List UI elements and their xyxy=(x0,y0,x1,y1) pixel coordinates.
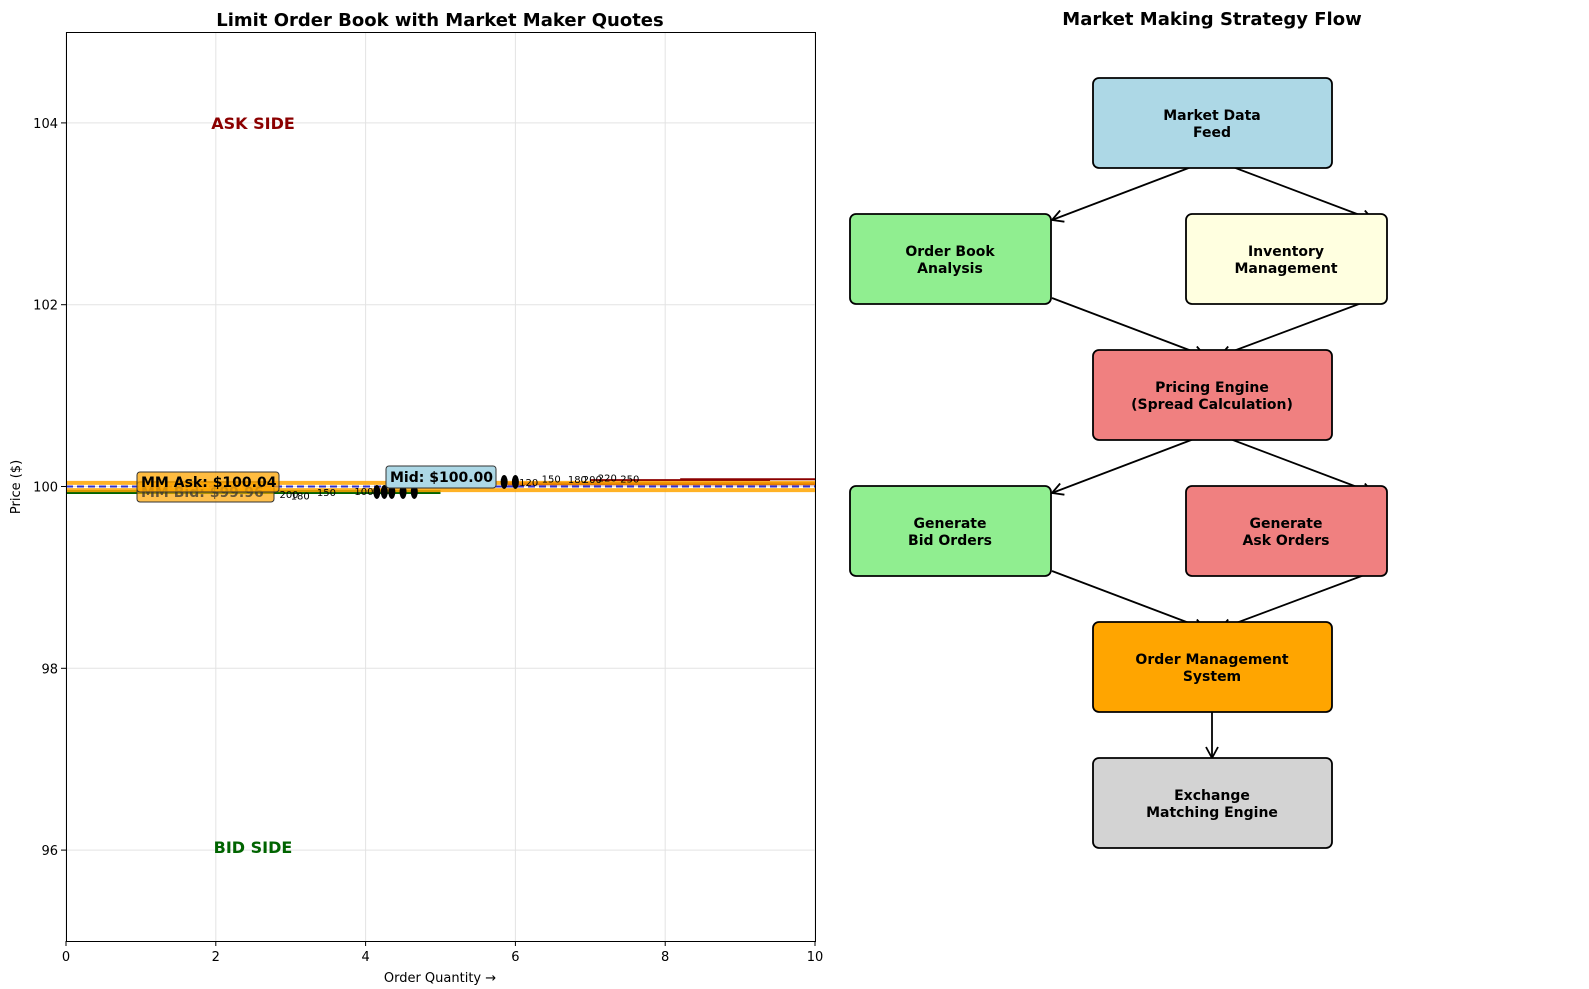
ask-order-marker xyxy=(500,474,508,489)
svg-text:Market Data: Market Data xyxy=(1163,108,1261,124)
ask-quantity-label: 250 xyxy=(620,474,639,485)
svg-text:Order Management: Order Management xyxy=(1135,652,1288,668)
flow-box-order-book-analysis: Order Book Analysis xyxy=(849,213,1052,305)
bid-quantity-label: 150 xyxy=(317,488,336,499)
flow-box-market-data-feed: Market Data Feed xyxy=(1092,77,1333,169)
flow-arrows xyxy=(1050,160,1376,760)
bid-quantity-label: 100 xyxy=(354,487,373,498)
svg-text:Matching Engine: Matching Engine xyxy=(1146,805,1278,821)
x-tick-label: 0 xyxy=(62,950,70,965)
svg-text:Management: Management xyxy=(1234,261,1337,277)
x-tick-label: 8 xyxy=(661,950,669,965)
axis-ticks: 0 2 4 6 8 10 96 98 100 102 104 xyxy=(33,117,823,965)
ask-quantity-label: 120 xyxy=(519,478,538,489)
svg-text:Generate: Generate xyxy=(1250,516,1323,532)
arrow-bid-to-oms xyxy=(1051,570,1207,632)
y-axis-label: Price ($) xyxy=(9,460,24,514)
x-axis-label: Order Quantity → xyxy=(384,971,496,986)
arrow-pricing-to-ask xyxy=(1216,433,1375,496)
y-tick-label: 98 xyxy=(41,662,58,677)
arrow-inventory-to-pricing xyxy=(1218,297,1376,359)
ask-quantity-label: 220 xyxy=(598,473,617,484)
flow-box-order-management-system: Order Management System xyxy=(1092,621,1333,713)
chart-title: Limit Order Book with Market Maker Quote… xyxy=(216,10,663,31)
bid-side-label: BID SIDE xyxy=(214,838,293,857)
ask-quantity-label: 180 xyxy=(568,475,587,486)
plot-frame xyxy=(66,32,816,942)
flow-box-generate-ask-orders: Generate Ask Orders xyxy=(1185,485,1388,577)
mid-annotation: Mid: $100.00 xyxy=(385,465,497,489)
svg-text:System: System xyxy=(1183,669,1241,685)
mid-label: Mid: $100.00 xyxy=(390,470,493,486)
bid-order-marker xyxy=(373,484,381,499)
y-tick-label: 102 xyxy=(33,299,58,314)
y-tick-label: 100 xyxy=(33,481,58,496)
ask-order-marker xyxy=(511,474,519,489)
svg-text:Ask Orders: Ask Orders xyxy=(1243,533,1330,549)
x-tick-label: 10 xyxy=(807,950,824,965)
flow-box-exchange-matching-engine: Exchange Matching Engine xyxy=(1092,757,1333,849)
svg-text:Pricing Engine: Pricing Engine xyxy=(1155,380,1269,396)
ask-quantity-label: 200 xyxy=(583,475,602,486)
arrow-feed-to-inventory xyxy=(1216,160,1375,223)
arrow-orderbook-to-pricing xyxy=(1051,297,1207,359)
svg-text:Analysis: Analysis xyxy=(917,261,983,277)
bid-order-marker xyxy=(380,484,388,499)
y-tick-label: 104 xyxy=(33,117,58,132)
y-tick-label: 96 xyxy=(41,844,58,859)
flow-box-pricing-engine: Pricing Engine (Spread Calculation) xyxy=(1092,349,1333,441)
arrow-pricing-to-bid xyxy=(1050,433,1208,496)
flow-title: Market Making Strategy Flow xyxy=(1062,9,1361,30)
svg-text:Bid Orders: Bid Orders xyxy=(908,533,992,549)
flow-box-generate-bid-orders: Generate Bid Orders xyxy=(849,485,1052,577)
svg-text:Order Book: Order Book xyxy=(905,244,995,260)
x-tick-label: 2 xyxy=(212,950,220,965)
mm-ask-annotation: MM Ask: $100.04 xyxy=(136,471,280,493)
bid-quantity-label: 200 xyxy=(279,490,298,501)
svg-text:Generate: Generate xyxy=(914,516,987,532)
svg-text:Inventory: Inventory xyxy=(1248,244,1324,260)
ask-quantity-label: 150 xyxy=(542,474,561,485)
mm-ask-label: MM Ask: $100.04 xyxy=(141,475,277,491)
svg-text:(Spread Calculation): (Spread Calculation) xyxy=(1131,397,1293,413)
arrow-ask-to-oms xyxy=(1218,570,1376,632)
ask-side-label: ASK SIDE xyxy=(211,114,295,133)
x-tick-label: 4 xyxy=(361,950,369,965)
bid-quantity-label: 180 xyxy=(291,492,310,503)
arrow-feed-to-orderbook xyxy=(1050,160,1208,223)
svg-text:Feed: Feed xyxy=(1193,125,1231,141)
x-tick-label: 6 xyxy=(511,950,519,965)
svg-text:Exchange: Exchange xyxy=(1174,788,1250,804)
flow-box-inventory-management: Inventory Management xyxy=(1185,213,1388,305)
